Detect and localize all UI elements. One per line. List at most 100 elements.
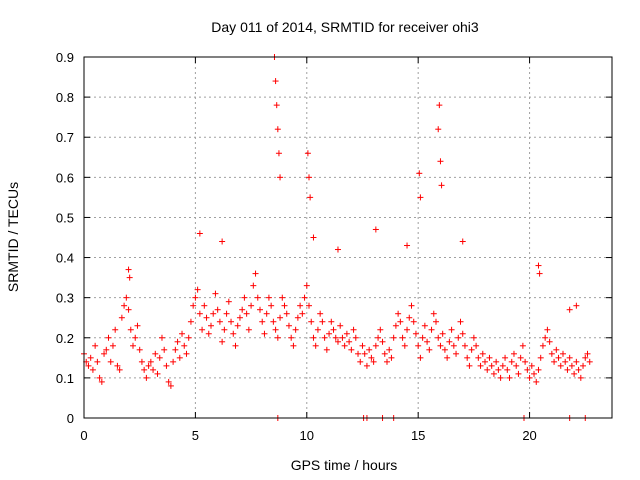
data-point xyxy=(416,170,423,177)
data-point xyxy=(392,322,399,329)
data-point xyxy=(350,326,357,333)
data-points xyxy=(81,54,593,421)
y-tick-label: 0 xyxy=(67,411,74,426)
data-point xyxy=(326,330,333,337)
data-point xyxy=(562,358,569,365)
data-point xyxy=(415,342,422,349)
data-point xyxy=(263,310,270,317)
data-point xyxy=(254,294,261,301)
data-point xyxy=(107,358,114,365)
data-point xyxy=(145,362,152,369)
data-point xyxy=(564,366,571,373)
data-point xyxy=(337,322,344,329)
data-point xyxy=(582,354,589,361)
data-point xyxy=(152,350,159,357)
data-point xyxy=(571,370,578,377)
data-point xyxy=(207,322,214,329)
data-point xyxy=(94,358,101,365)
data-point xyxy=(437,158,444,165)
data-point xyxy=(426,346,433,353)
data-point xyxy=(299,310,306,317)
data-point xyxy=(515,370,522,377)
y-tick-label: 0.5 xyxy=(56,210,74,225)
data-point xyxy=(277,174,284,181)
data-point xyxy=(328,318,335,325)
data-point xyxy=(154,370,161,377)
data-point xyxy=(410,318,417,325)
data-point xyxy=(126,274,133,281)
data-point xyxy=(508,358,515,365)
y-tick-label: 0.7 xyxy=(56,130,74,145)
data-point xyxy=(136,346,143,353)
data-point xyxy=(170,358,177,365)
data-point xyxy=(397,318,404,325)
data-point xyxy=(486,354,493,361)
data-point xyxy=(261,330,268,337)
data-point xyxy=(461,342,468,349)
x-axis-ticks: 0 5 10 15 20 xyxy=(80,57,537,443)
data-point xyxy=(252,270,259,277)
data-point xyxy=(395,310,402,317)
data-point xyxy=(279,294,286,301)
data-point xyxy=(435,126,442,133)
y-tick-label: 0.4 xyxy=(56,251,74,266)
data-point xyxy=(586,358,593,365)
data-point xyxy=(459,330,466,337)
data-point xyxy=(479,350,486,357)
data-point xyxy=(310,334,317,341)
data-point xyxy=(468,346,475,353)
data-point xyxy=(493,358,500,365)
data-point xyxy=(375,334,382,341)
data-point xyxy=(573,302,580,309)
data-point xyxy=(297,302,304,309)
data-point xyxy=(230,330,237,337)
data-point xyxy=(308,318,315,325)
x-tick-label: 5 xyxy=(192,428,199,443)
data-point xyxy=(114,362,121,369)
data-point xyxy=(417,194,424,201)
data-point xyxy=(436,102,443,109)
data-point xyxy=(219,338,226,345)
data-point xyxy=(163,362,170,369)
data-point xyxy=(388,354,395,361)
data-point xyxy=(539,342,546,349)
data-point xyxy=(118,314,125,321)
data-point xyxy=(502,354,509,361)
data-point xyxy=(234,322,241,329)
data-point xyxy=(404,242,411,249)
data-point xyxy=(161,346,168,353)
y-tick-label: 0.3 xyxy=(56,291,74,306)
data-point xyxy=(430,310,437,317)
data-point xyxy=(156,354,163,361)
data-point xyxy=(433,318,439,325)
data-point xyxy=(332,334,339,341)
data-point xyxy=(346,338,353,345)
data-point xyxy=(459,238,466,245)
data-point xyxy=(546,338,553,345)
x-tick-label: 10 xyxy=(300,428,314,443)
data-point xyxy=(455,334,462,341)
data-point xyxy=(109,342,116,349)
data-point xyxy=(535,366,542,373)
data-point xyxy=(185,334,192,341)
data-point xyxy=(417,354,424,361)
data-point xyxy=(566,354,573,361)
data-point xyxy=(510,350,517,357)
x-axis-label: GPS time / hours xyxy=(291,457,398,473)
data-point xyxy=(314,326,321,333)
data-point xyxy=(484,366,491,373)
data-point xyxy=(116,366,123,373)
y-axis-ticks: 0 0.1 0.2 0.3 0.4 0.5 0.6 0.7 0.8 0.9 xyxy=(56,50,612,426)
data-point xyxy=(103,346,110,353)
data-point xyxy=(438,182,445,189)
data-point xyxy=(92,342,99,349)
data-point xyxy=(268,302,275,309)
data-point xyxy=(381,350,388,357)
data-point xyxy=(192,294,199,301)
data-point xyxy=(183,350,190,357)
data-point xyxy=(274,334,281,341)
data-point xyxy=(323,346,330,353)
data-point xyxy=(555,354,562,361)
data-point xyxy=(310,234,317,241)
